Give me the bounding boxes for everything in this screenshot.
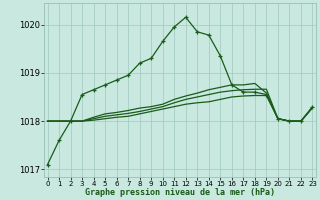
X-axis label: Graphe pression niveau de la mer (hPa): Graphe pression niveau de la mer (hPa)	[85, 188, 275, 197]
